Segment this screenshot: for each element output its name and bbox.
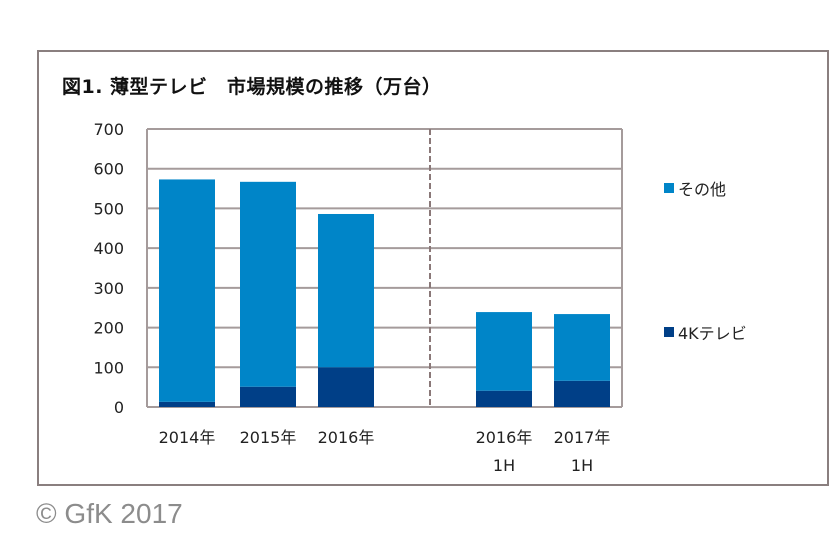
x-tick-label: 1H: [571, 456, 593, 475]
x-tick-label: 2014年: [159, 428, 216, 447]
bar-4k: [554, 380, 610, 407]
y-tick-label: 400: [93, 239, 124, 258]
y-tick-label: 300: [93, 279, 124, 298]
bar-other: [476, 312, 532, 391]
chart-frame: [37, 50, 829, 486]
x-tick-label: 2016年: [318, 428, 375, 447]
legend-label: その他: [678, 180, 726, 199]
chart-title: 図1. 薄型テレビ 市場規模の推移（万台）: [62, 76, 442, 98]
legend-swatch: [664, 183, 674, 193]
y-tick-label: 200: [93, 319, 124, 338]
x-tick-label: 2015年: [240, 428, 297, 447]
x-tick-label: 2016年: [476, 428, 533, 447]
bar-other: [554, 314, 610, 381]
x-tick-label: 2017年: [554, 428, 611, 447]
legend-label: 4Kテレビ: [678, 324, 747, 343]
y-tick-label: 500: [93, 199, 124, 218]
x-tick-label: 1H: [493, 456, 515, 475]
bar-other: [318, 213, 374, 368]
legend-swatch: [664, 327, 674, 337]
y-tick-label: 100: [93, 358, 124, 377]
y-tick-label: 0: [114, 398, 124, 417]
bar-other: [240, 181, 296, 387]
bar-other: [159, 179, 215, 402]
bar-4k: [240, 386, 296, 407]
y-tick-label: 600: [93, 160, 124, 179]
bar-4k: [318, 367, 374, 407]
copyright: © GfK 2017: [36, 498, 183, 529]
y-tick-label: 700: [93, 120, 124, 139]
bar-4k: [476, 390, 532, 407]
bar-4k: [159, 401, 215, 407]
